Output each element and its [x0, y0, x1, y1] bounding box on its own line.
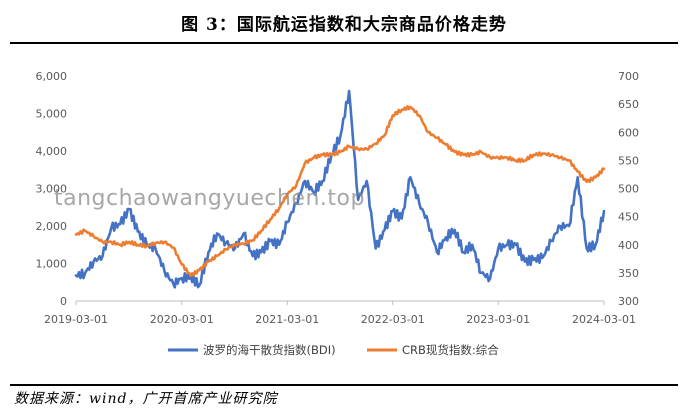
x-tick-label: 2024-03-01 [572, 313, 636, 326]
y-right-tick-label: 500 [618, 183, 639, 196]
chart-title: 图 3：国际航运指数和大宗商品价格走势 [181, 15, 507, 35]
x-tick-label: 2022-03-01 [361, 313, 425, 326]
x-tick-label: 2021-03-01 [255, 313, 319, 326]
y-left-tick-label: 6,000 [36, 70, 68, 83]
x-tick-label: 2023-03-01 [466, 313, 530, 326]
y-left-tick-label: 4,000 [36, 145, 68, 158]
y-left-tick-label: 5,000 [36, 108, 68, 121]
y-left-tick-label: 2,000 [36, 220, 68, 233]
y-right-tick-label: 650 [618, 98, 639, 111]
series-line-crb [74, 105, 606, 277]
legend: 波罗的海干散货指数(BDI) CRB现货指数:综合 [168, 343, 499, 357]
y-right-tick-label: 600 [618, 126, 639, 139]
x-tick-label: 2020-03-01 [150, 313, 214, 326]
y-right-tick-label: 400 [618, 239, 639, 252]
y-right-tick-label: 550 [618, 154, 639, 167]
y-right-tick-label: 350 [618, 267, 639, 280]
series-group [74, 89, 606, 289]
y-left-tick-label: 1,000 [36, 258, 68, 271]
y-left-tick-label: 0 [60, 295, 67, 308]
y-right-tick-label: 300 [618, 295, 639, 308]
source-note: 数据来源：wind，广开首席产业研究院 [14, 391, 278, 407]
series-line-bdi [74, 89, 606, 289]
x-tick-label: 2019-03-01 [44, 313, 108, 326]
source-rule [10, 384, 678, 386]
watermark-text: tangchaowangyuechen.top [54, 186, 365, 211]
axes-group: 2019-03-01 2020-03-01 2021-03-01 2022-03-01… [36, 70, 640, 326]
y-right-tick-label: 450 [618, 211, 639, 224]
legend-label: 波罗的海干散货指数(BDI) [203, 343, 336, 357]
y-right-tick-label: 700 [618, 70, 639, 83]
y-left-tick-label: 3,000 [36, 183, 68, 196]
title-rule [10, 42, 678, 44]
legend-label: CRB现货指数:综合 [402, 343, 499, 357]
